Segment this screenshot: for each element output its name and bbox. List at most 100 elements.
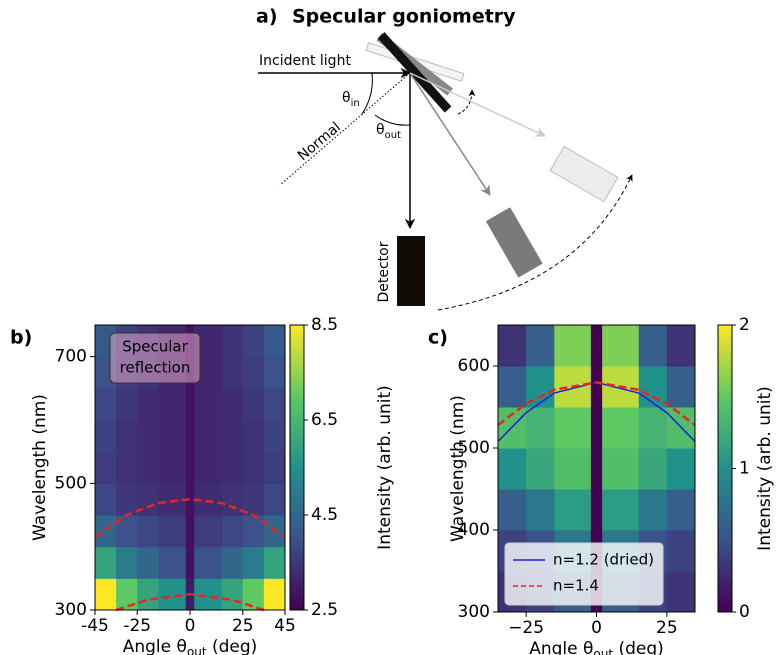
x-tick-label: 45 (274, 616, 296, 636)
heatmap-cell (158, 388, 187, 421)
annotation-box (109, 332, 201, 384)
heatmap-cell (263, 451, 286, 484)
heatmap-cell (590, 325, 603, 367)
panel-label: b) (10, 327, 32, 349)
heatmap-cell (221, 546, 244, 579)
annotation: reflection (120, 359, 191, 377)
heatmap-cell (221, 325, 244, 358)
heatmap-cell (554, 325, 592, 367)
heatmap-cell (137, 483, 159, 516)
rotation-arrow (457, 89, 476, 115)
heatmap-cell (498, 448, 527, 490)
x-tick-label: −25 (508, 618, 544, 638)
normal-line (279, 72, 411, 186)
theta-out: θout (376, 122, 401, 141)
heatmap-cell (158, 420, 187, 453)
heatmap-cell (194, 420, 223, 453)
y-axis-label: Wavelength (nm) (30, 394, 50, 541)
heatmap-cell (221, 578, 244, 611)
heatmap-cell (137, 451, 159, 484)
heatmap-cell (526, 448, 555, 490)
heatmap-cell (185, 546, 195, 579)
heatmap-cell (185, 388, 195, 421)
sample (377, 32, 452, 113)
legend (504, 542, 664, 606)
label-sub: out (187, 645, 207, 655)
y-tick-label: 400 (458, 520, 490, 540)
colorbar-label: Intensity (arb. unit) (375, 385, 395, 550)
normal-label: Normal (295, 119, 344, 164)
heatmap-cell (194, 515, 223, 548)
heatmap-cell (263, 546, 286, 579)
y-tick-label: 500 (55, 473, 87, 493)
heatmap-cell (221, 356, 244, 389)
heatmap-cell (590, 407, 603, 449)
heatmap-cell (263, 388, 286, 421)
heatmap-cell (158, 515, 187, 548)
heatmap-cell (158, 546, 187, 579)
heatmap-cell (526, 325, 555, 367)
y-axis-label: Wavelength (nm) (448, 395, 468, 542)
angle-arc (374, 114, 411, 126)
heatmap-cell (95, 420, 117, 453)
x-tick-label: 25 (232, 616, 254, 636)
heatmap-cell (590, 366, 603, 408)
heatmap-cell (263, 356, 286, 389)
heatmap-cell (602, 448, 640, 490)
heatmap-cell (554, 489, 592, 531)
heatmap-cell (221, 515, 244, 548)
heatmap-cell (185, 420, 195, 453)
x-tick-label: -25 (123, 616, 151, 636)
heatmap-cell (638, 407, 668, 449)
heatmap-cell (242, 356, 265, 389)
colorbar (717, 324, 733, 613)
curve (115, 592, 265, 612)
ray-gray (409, 72, 491, 196)
heatmap-cell (666, 530, 696, 572)
heatmap-cell (602, 407, 640, 449)
panel-label: c) (428, 327, 448, 349)
heatmap-cell (638, 448, 668, 490)
heatmap-cell (638, 489, 668, 531)
heatmap-cell (137, 546, 159, 579)
heatmap-cell (116, 420, 138, 453)
heatmap-cell (116, 546, 138, 579)
x-tick-label: -45 (81, 616, 109, 636)
colorbar-tick-label: 1 (739, 459, 750, 479)
heatmap-cell (666, 448, 696, 490)
heatmap-cell (221, 420, 244, 453)
heatmap-cell (221, 483, 244, 516)
legend-label: n=1.4 (553, 577, 599, 595)
heatmap-cell (590, 489, 603, 531)
heatmap-cell (194, 388, 223, 421)
annotation: Specular (122, 338, 188, 356)
heatmap-cell (526, 489, 555, 531)
detector-gray (485, 207, 543, 278)
heatmap-cell (666, 325, 696, 367)
heatmap-cell (95, 578, 117, 611)
angle-arc (361, 72, 373, 115)
heatmap-cell (185, 515, 195, 548)
label-sub: out (593, 647, 613, 655)
heatmap-cell (242, 451, 265, 484)
heatmap-cell (116, 515, 138, 548)
rotation-arrow (437, 174, 633, 311)
heatmap-cell (498, 325, 527, 367)
subscript: in (351, 98, 360, 109)
colorbar-tick-label: 6.5 (311, 410, 338, 430)
colorbar-tick-label: 2.5 (311, 600, 338, 620)
heatmap-cell (242, 420, 265, 453)
heatmap-cell (498, 366, 527, 408)
heatmap-cell (95, 388, 117, 421)
heatmap-cell (666, 571, 696, 613)
x-tick-label: 25 (656, 618, 678, 638)
heatmap-cell (137, 578, 159, 611)
heatmap-cell (95, 546, 117, 579)
y-tick-label: 300 (55, 600, 87, 620)
colorbar-tick-label: 8.5 (311, 315, 338, 335)
heatmap-cell (221, 451, 244, 484)
detector-label: Detector (376, 241, 392, 302)
heatmap-cell (263, 325, 286, 358)
heatmap-cell (638, 366, 668, 408)
